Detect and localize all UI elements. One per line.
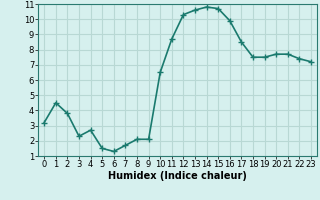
- X-axis label: Humidex (Indice chaleur): Humidex (Indice chaleur): [108, 171, 247, 181]
